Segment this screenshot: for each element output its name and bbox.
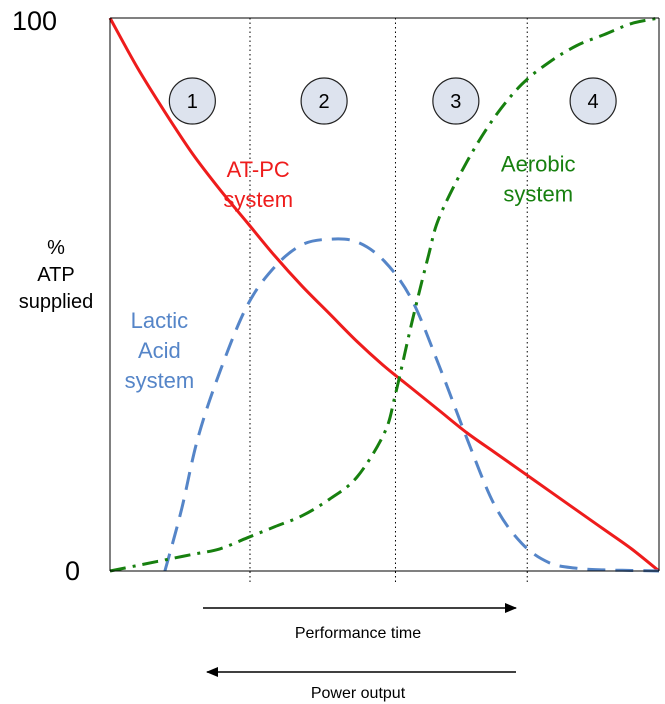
series-label-line: AT-PC	[227, 157, 290, 182]
y-axis-label-line-3: supplied	[19, 291, 94, 313]
phase-marker-label: 1	[187, 91, 198, 113]
series-line-at-pc-system	[108, 17, 660, 573]
performance-time-label: Performance time	[295, 625, 421, 642]
phase-markers: 1 2 3 4	[168, 77, 617, 125]
y-axis-label-line-1: %	[47, 237, 65, 259]
y-axis-label: % ATP supplied	[19, 237, 94, 313]
phase-marker-label: 4	[588, 91, 599, 113]
series-line-lactic-acid-system	[163, 237, 660, 573]
phase-marker-circle	[300, 77, 348, 125]
phase-marker-circle	[569, 77, 617, 125]
series-label-line: system	[125, 368, 195, 393]
phase-marker-label: 2	[319, 91, 330, 113]
y-tick-label-top: 100	[12, 6, 57, 36]
y-axis-label-line-2: ATP	[37, 264, 74, 286]
series-labels: AT-PC system Lactic Acid system Aerobic system	[125, 151, 576, 392]
series-label-line: system	[503, 181, 573, 206]
power-output-label: Power output	[311, 685, 406, 702]
series-label-line: Acid	[138, 338, 181, 363]
series-line-aerobic-system	[109, 16, 660, 573]
series-label-line: system	[223, 187, 293, 212]
series-lines	[108, 16, 660, 573]
series-label-line: Lactic	[131, 308, 188, 333]
y-tick-label-bottom: 0	[65, 556, 80, 586]
phase-marker-circle	[168, 77, 216, 125]
phase-marker-label: 3	[450, 91, 461, 113]
phase-marker-circle	[432, 77, 480, 125]
series-label-line: Aerobic	[501, 151, 576, 176]
phase-boundaries	[249, 18, 528, 583]
